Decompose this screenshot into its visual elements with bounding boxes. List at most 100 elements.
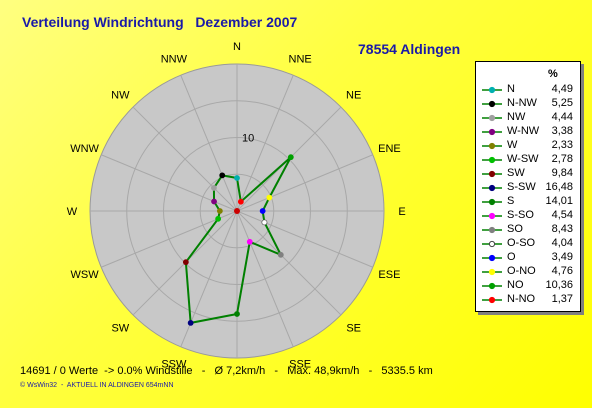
legend-item-o-so: O-SO 4,04 (476, 237, 580, 251)
data-point-w-nw (211, 198, 217, 205)
footer-stats: 14691 / 0 Werte -> 0.0% Windstille - Ø 7… (20, 365, 433, 377)
legend-value: 4,49 (551, 83, 573, 95)
legend-label: O-NO (507, 265, 536, 277)
direction-label-nnw: NNW (161, 54, 188, 66)
data-point-n (234, 175, 240, 181)
data-point-n-no (237, 198, 244, 205)
legend-value: 14,01 (545, 195, 573, 207)
legend-symbol (482, 114, 502, 122)
legend-label: SW (507, 167, 525, 179)
legend-item-w-sw: W-SW 2,78 (476, 153, 580, 167)
legend-symbol (482, 212, 502, 220)
legend-value: 3,49 (551, 251, 573, 263)
legend-item-no: NO 10,36 (476, 279, 580, 293)
legend-label: S (507, 195, 515, 207)
direction-label-wnw: WNW (70, 143, 99, 155)
legend-label: NO (507, 279, 524, 291)
legend-label: W-SW (507, 153, 539, 165)
legend-item-s: S 14,01 (476, 195, 580, 209)
direction-label-wsw: WSW (71, 269, 100, 281)
legend-item-n: N 4,49 (476, 83, 580, 97)
spoke-nw (132, 106, 238, 212)
legend-symbol (482, 198, 502, 206)
center-point (234, 208, 240, 214)
legend-symbol (482, 86, 502, 94)
legend-item-w-nw: W-NW 3,38 (476, 125, 580, 139)
legend-item-o: O 3,49 (476, 251, 580, 265)
legend-label: W (507, 139, 518, 151)
spoke-ene (236, 154, 374, 212)
legend-symbol (482, 156, 502, 164)
spoke-ese (236, 210, 374, 268)
legend-value: 10,36 (545, 279, 573, 291)
legend-header: % (548, 68, 558, 80)
direction-label-ese: ESE (378, 269, 400, 281)
data-point-w-sw (215, 215, 222, 222)
direction-label-nne: NNE (289, 54, 312, 66)
data-point-w (216, 208, 223, 214)
legend-value: 1,37 (551, 293, 573, 305)
legend-value: 8,43 (551, 223, 573, 235)
legend-label: NW (507, 111, 526, 123)
direction-label-e: E (398, 206, 405, 218)
legend-symbol (482, 184, 502, 192)
legend-value: 5,25 (551, 97, 573, 109)
data-point-n-nw (219, 172, 226, 179)
legend-symbol (482, 254, 502, 262)
legend-symbol (482, 128, 502, 136)
data-point-s (234, 311, 240, 317)
legend-label: N-NW (507, 97, 537, 109)
spoke-nnw (180, 74, 238, 212)
legend-item-sw: SW 9,84 (476, 167, 580, 181)
legend-symbol (482, 100, 502, 108)
spoke-se (236, 210, 342, 316)
tick-label-10: 10 (242, 133, 254, 145)
data-point-o-no (266, 194, 273, 201)
direction-label-ssw: SSW (161, 358, 187, 370)
chart-title: Verteilung Windrichtung Dezember 2007 (22, 14, 298, 30)
data-point-o (259, 208, 266, 214)
legend-item-nw: NW 4,44 (476, 111, 580, 125)
legend-label: O-SO (507, 237, 536, 249)
legend-symbol (482, 170, 502, 178)
direction-label-n: N (233, 41, 241, 53)
spoke-nne (236, 74, 294, 212)
legend: % N 4,49 N-NW 5,25 NW 4,44 W-NW 3,38 W 2,33 W-SW 2,… (475, 61, 581, 312)
data-point-nw (211, 185, 217, 191)
direction-label-w: W (67, 206, 78, 218)
credit-line: © WsWin32 - AKTUELL IN ALDINGEN 654mNN (20, 382, 174, 389)
data-point-o-so (261, 219, 268, 226)
data-point-s-so (246, 238, 253, 245)
legend-value: 16,48 (545, 181, 573, 193)
legend-label: N-NO (507, 293, 536, 305)
spoke-sse (236, 210, 294, 348)
legend-symbol (482, 142, 502, 150)
legend-label: SO (507, 223, 523, 235)
data-point-s-sw (187, 320, 194, 326)
direction-label-sse: SSE (289, 358, 311, 370)
direction-label-ne: NE (346, 89, 361, 101)
legend-symbol (482, 296, 502, 304)
legend-label: S-SW (507, 181, 536, 193)
data-point-no (287, 154, 294, 161)
direction-label-sw: SW (111, 323, 129, 335)
legend-value: 2,78 (551, 153, 573, 165)
legend-item-so: SO 8,43 (476, 223, 580, 237)
legend-value: 4,04 (551, 237, 573, 249)
chart-subtitle: 78554 Aldingen (358, 41, 461, 57)
legend-value: 9,84 (551, 167, 573, 179)
legend-label: W-NW (507, 125, 540, 137)
legend-item-w: W 2,33 (476, 139, 580, 153)
legend-symbol (482, 282, 502, 290)
direction-label-se: SE (346, 323, 361, 335)
legend-item-s-so: S-SO 4,54 (476, 209, 580, 223)
legend-symbol (482, 268, 502, 276)
legend-item-s-sw: S-SW 16,48 (476, 181, 580, 195)
legend-label: N (507, 83, 515, 95)
legend-item-n-no: N-NO 1,37 (476, 293, 580, 307)
legend-value: 4,44 (551, 111, 573, 123)
legend-symbol (482, 240, 502, 248)
direction-label-ene: ENE (378, 143, 401, 155)
legend-label: S-SO (507, 209, 534, 221)
direction-label-nw: NW (111, 89, 130, 101)
